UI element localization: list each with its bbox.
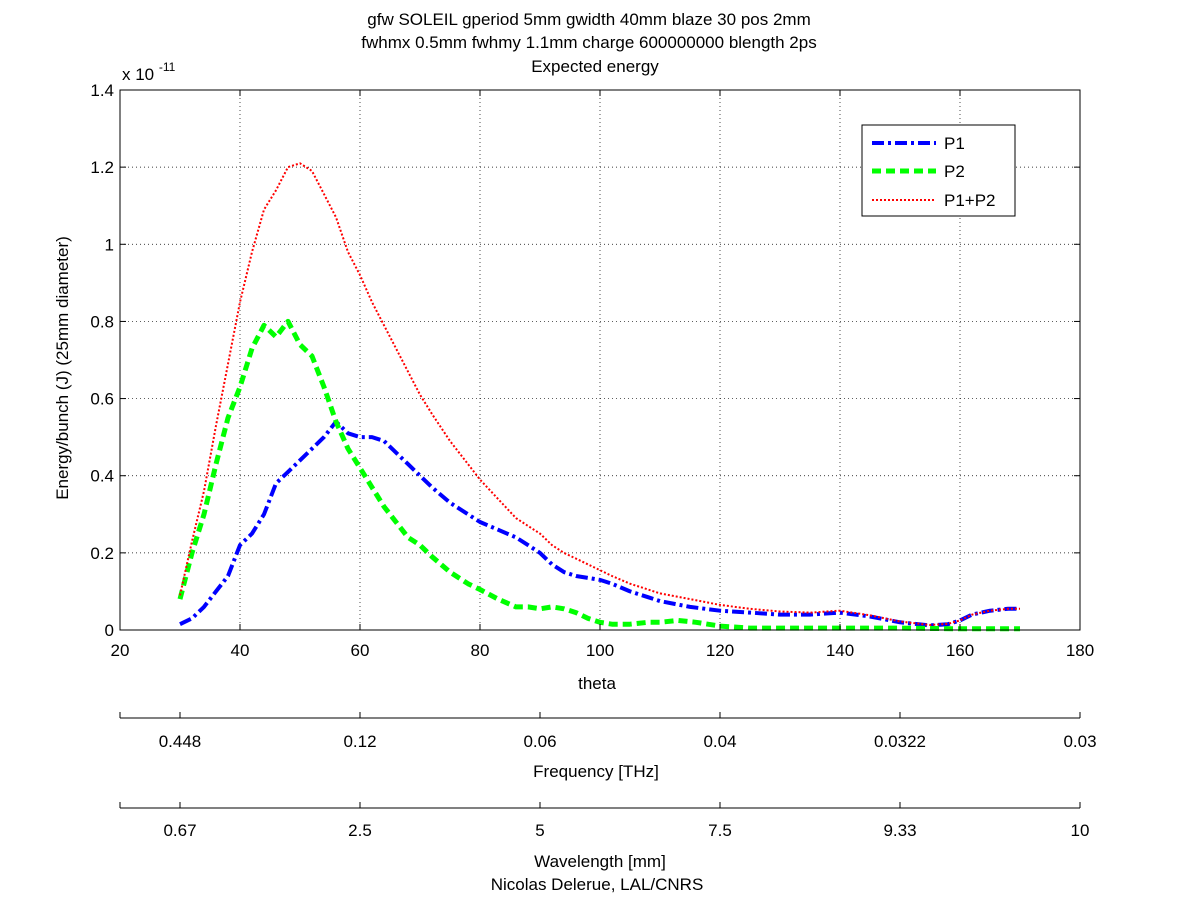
chart-title-line-3: Expected energy <box>531 57 659 76</box>
frequency-axis: 0.448 0.12 0.06 0.04 0.0322 0.03 Frequency [T… <box>119 712 1097 781</box>
secondary-tick-label: 5 <box>535 821 544 840</box>
series-line-p1p2 <box>179 162 1020 626</box>
series-layer <box>177 162 1020 632</box>
frequency-ticks: 0.448 0.12 0.06 0.04 0.0322 0.03 <box>119 712 1097 751</box>
y-tick-label: 0.8 <box>90 312 114 331</box>
secondary-tick-label: 0.06 <box>523 732 556 751</box>
x-tick-label: 20 <box>111 641 130 660</box>
legend-label-p1: P1 <box>944 134 965 153</box>
secondary-tick-label: 0.03 <box>1063 732 1096 751</box>
y-multiplier: x 10 -11 <box>122 60 176 84</box>
x-axis: 20 40 60 80 100 120 140 160 180 <box>111 90 1094 660</box>
credit-line: Nicolas Delerue, LAL/CNRS <box>491 875 704 894</box>
secondary-tick-label: 0.448 <box>159 732 202 751</box>
x-tick-label: 180 <box>1066 641 1094 660</box>
x-tick-label: 60 <box>351 641 370 660</box>
y-tick-label: 0.4 <box>90 467 114 486</box>
wavelength-axis: 0.67 2.5 5 7.5 9.33 10 Wavelength [mm] <box>119 802 1090 871</box>
wavelength-axis-label: Wavelength [mm] <box>534 852 666 871</box>
y-tick-label: 0.6 <box>90 390 114 409</box>
y-tick-label: 0 <box>105 621 114 640</box>
legend-label-p1p2: P1+P2 <box>944 191 996 210</box>
frequency-axis-label: Frequency [THz] <box>533 762 659 781</box>
legend: P1 P2 P1+P2 <box>861 124 1016 217</box>
x-tick-label: 100 <box>586 641 614 660</box>
y-axis: 0 0.2 0.4 0.6 0.8 1 1.2 1.4 <box>90 81 1080 640</box>
secondary-tick-label: 2.5 <box>348 821 372 840</box>
x-tick-label: 80 <box>471 641 490 660</box>
chart-title-line-1: gfw SOLEIL gperiod 5mm gwidth 40mm blaze… <box>367 10 810 29</box>
y-tick-label: 1.2 <box>90 158 114 177</box>
x-tick-label: 40 <box>231 641 250 660</box>
secondary-tick-label: 7.5 <box>708 821 732 840</box>
secondary-tick-label: 9.33 <box>883 821 916 840</box>
series-line-p2 <box>177 318 1020 632</box>
chart-title-line-2: fwhmx 0.5mm fwhmy 1.1mm charge 600000000… <box>361 33 816 52</box>
y-multiplier-base: x 10 <box>122 65 154 84</box>
secondary-tick-label: 0.67 <box>163 821 196 840</box>
secondary-tick-label: 0.04 <box>703 732 736 751</box>
secondary-tick-label: 10 <box>1071 821 1090 840</box>
x-tick-label: 160 <box>946 641 974 660</box>
series-line-p1 <box>179 419 1020 628</box>
y-axis-label: Energy/bunch (J) (25mm diameter) <box>53 236 72 500</box>
x-tick-label: 140 <box>826 641 854 660</box>
secondary-tick-label: 0.12 <box>343 732 376 751</box>
grid-lines <box>120 90 1080 630</box>
legend-label-p2: P2 <box>944 162 965 181</box>
x-tick-label: 120 <box>706 641 734 660</box>
y-tick-label: 1 <box>105 235 114 254</box>
y-multiplier-exponent: -11 <box>159 60 176 74</box>
wavelength-ticks: 0.67 2.5 5 7.5 9.33 10 <box>119 802 1090 840</box>
y-tick-label: 1.4 <box>90 81 114 100</box>
y-tick-label: 0.2 <box>90 544 114 563</box>
secondary-tick-label: 0.0322 <box>874 732 926 751</box>
x-axis-label: theta <box>578 674 616 693</box>
